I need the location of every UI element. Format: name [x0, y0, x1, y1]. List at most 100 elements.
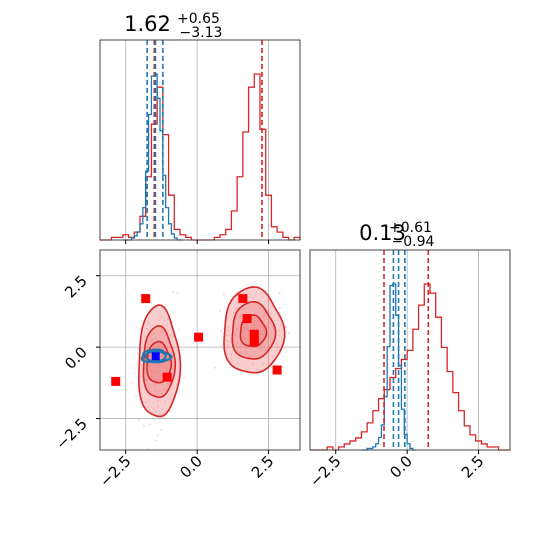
sample-point [255, 368, 258, 371]
sample-point [138, 419, 140, 422]
sample-point [150, 376, 153, 378]
sample-point [155, 387, 157, 390]
sample-point [235, 328, 238, 331]
sample-point [169, 333, 172, 336]
sample-point [237, 362, 239, 365]
sample-point [232, 311, 235, 314]
sample-point [223, 306, 226, 309]
sample-point [176, 292, 179, 295]
sample-point [242, 350, 245, 353]
truth-marker [249, 329, 259, 339]
sample-point [159, 316, 161, 319]
sample-point [233, 332, 235, 335]
histogram-series-1 [361, 283, 416, 451]
sample-point [152, 385, 155, 387]
param1-title-value: 1.62 [124, 12, 171, 36]
sample-point [158, 364, 161, 367]
sample-point [225, 353, 228, 356]
sample-point [226, 334, 229, 337]
sample-point [230, 357, 233, 360]
sample-point [146, 327, 149, 330]
truth-marker [242, 314, 252, 324]
sample-point [227, 325, 230, 328]
sample-point [154, 350, 157, 353]
truth-marker [194, 332, 204, 342]
sample-point [159, 343, 162, 345]
sample-point [156, 434, 159, 436]
sample-point [157, 390, 160, 392]
sample-point [133, 371, 136, 374]
sample-point [253, 350, 255, 353]
sample-point [181, 348, 184, 351]
sample-point [245, 346, 248, 349]
sample-point [284, 326, 287, 329]
sample-point [277, 329, 280, 332]
param1-title: 1.62 +0.65 −3.13 [124, 8, 225, 41]
sample-point [153, 360, 156, 363]
sample-point [251, 317, 254, 320]
sample-point [144, 401, 147, 404]
sample-point [164, 355, 167, 359]
sample-point [154, 384, 157, 387]
sample-point [154, 393, 157, 396]
sample-point [154, 390, 157, 392]
sample-point [269, 312, 272, 315]
sample-point [264, 331, 266, 334]
sample-point [164, 400, 166, 403]
sample-point [261, 362, 264, 365]
sample-point [150, 371, 153, 373]
sample-point [157, 399, 160, 402]
sample-point [263, 349, 266, 352]
sample-point [148, 423, 151, 426]
sample-point [283, 303, 286, 306]
sample-point [149, 365, 152, 367]
truth-marker [162, 372, 172, 382]
sample-point [165, 388, 167, 391]
sample-point [214, 366, 216, 369]
sample-point [252, 362, 255, 365]
sample-point [160, 392, 163, 395]
sample-point [178, 328, 181, 331]
sample-point [146, 379, 148, 382]
histogram-series-0 [310, 283, 510, 451]
sample-point [267, 334, 269, 336]
sample-point [166, 324, 169, 327]
truth-marker [238, 294, 248, 304]
sample-point [234, 334, 236, 337]
sample-point [227, 344, 230, 347]
sample-point [135, 395, 137, 398]
param1-title-upper-error: +0.65 [177, 11, 220, 27]
sample-point [162, 345, 165, 347]
sample-point [137, 348, 139, 350]
sample-point [146, 447, 149, 450]
sample-point [168, 410, 171, 413]
sample-point [171, 290, 174, 293]
sample-point [144, 377, 147, 380]
sample-point [161, 315, 163, 318]
sample-point [243, 335, 246, 338]
sample-point [153, 332, 155, 335]
sample-point [245, 350, 248, 353]
param2-marginal-histogram [309, 249, 511, 451]
sample-point [154, 439, 157, 442]
sample-point [167, 317, 169, 320]
sample-point [156, 350, 159, 353]
truth-marker [249, 336, 259, 346]
sample-point [161, 408, 164, 410]
sample-point [244, 327, 247, 329]
sample-point [259, 348, 262, 350]
sample-point [223, 293, 225, 296]
sample-point [150, 340, 153, 343]
sample-point [240, 343, 242, 346]
sample-point [236, 342, 239, 345]
sample-point [235, 307, 238, 310]
joint-distribution-panel [99, 249, 301, 451]
param2-title-lower-error: −0.94 [392, 234, 435, 250]
truth-marker [272, 365, 282, 375]
sample-point [246, 328, 248, 331]
sample-point [256, 319, 259, 322]
sample-point [276, 345, 279, 348]
sample-point [227, 329, 230, 332]
truth-marker [141, 294, 151, 304]
sample-point [156, 370, 159, 373]
